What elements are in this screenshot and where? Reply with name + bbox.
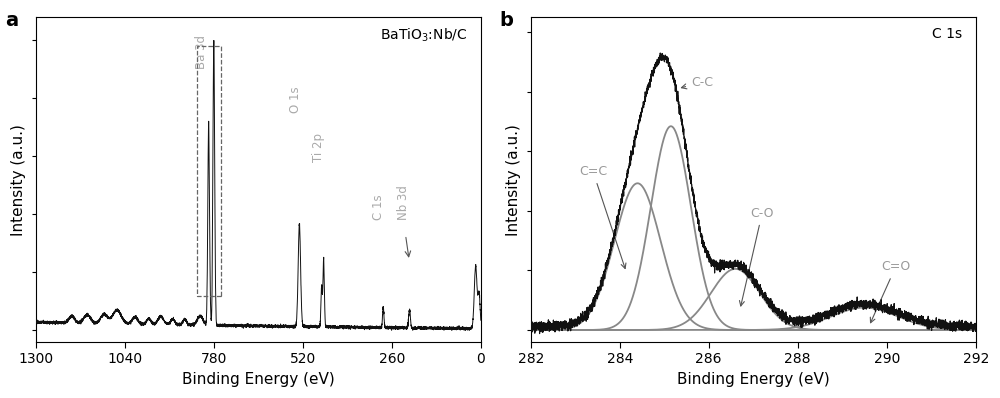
Text: a: a: [5, 11, 18, 30]
X-axis label: Binding Energy (eV): Binding Energy (eV): [677, 372, 830, 387]
X-axis label: Binding Energy (eV): Binding Energy (eV): [182, 372, 335, 387]
Text: C=O: C=O: [870, 260, 910, 323]
Text: C-O: C-O: [739, 207, 774, 306]
Bar: [197, 46, 221, 296]
Text: Nb 3d: Nb 3d: [397, 185, 410, 220]
Text: Ba 3d: Ba 3d: [195, 35, 208, 69]
Text: Ti 2p: Ti 2p: [312, 133, 325, 162]
Text: BaTiO$_3$:Nb/C: BaTiO$_3$:Nb/C: [380, 27, 467, 45]
Text: O 1s: O 1s: [289, 86, 302, 113]
Text: C 1s: C 1s: [932, 27, 962, 41]
Text: C=C: C=C: [579, 165, 626, 269]
Text: b: b: [500, 11, 513, 30]
Text: C-C: C-C: [681, 76, 713, 89]
Text: C 1s: C 1s: [372, 195, 385, 220]
Y-axis label: Intensity (a.u.): Intensity (a.u.): [11, 124, 26, 236]
Y-axis label: Intensity (a.u.): Intensity (a.u.): [506, 124, 521, 236]
